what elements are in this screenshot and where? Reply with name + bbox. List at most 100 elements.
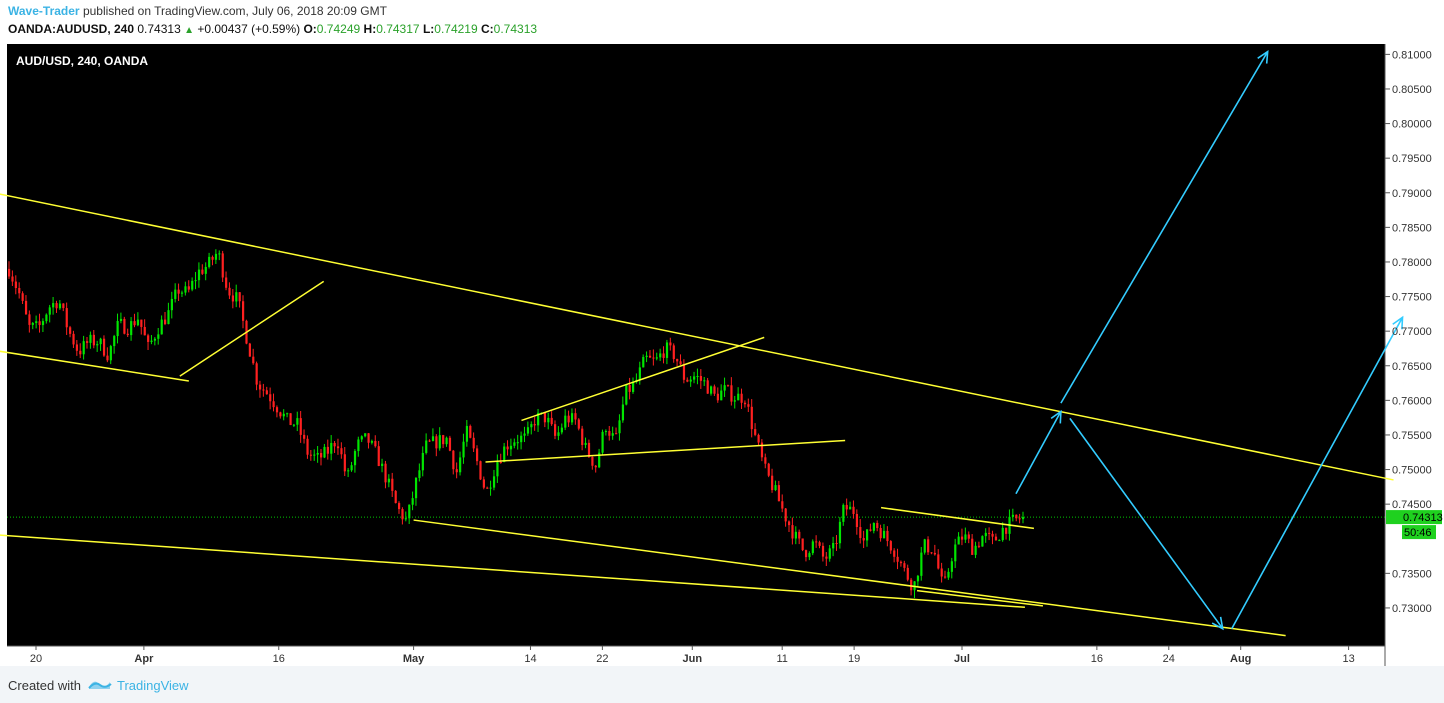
candle-body bbox=[499, 461, 502, 463]
header-bar: Wave-Trader published on TradingView.com… bbox=[0, 0, 1444, 44]
candle-body bbox=[184, 286, 187, 293]
candle-body bbox=[65, 308, 68, 328]
candle-body bbox=[119, 318, 123, 321]
chart-area[interactable]: 0.81000 0.80500 0.80000 0.79500 0.79000 0.785… bbox=[0, 44, 1444, 666]
footer: Created with TradingView bbox=[0, 666, 1444, 703]
candle-body bbox=[411, 498, 414, 505]
symbol-label: OANDA:AUDUSD, 240 bbox=[8, 22, 135, 36]
candle-body bbox=[286, 413, 289, 415]
candle-body bbox=[58, 303, 62, 309]
candle-body bbox=[479, 461, 482, 480]
low-value: 0.74219 bbox=[434, 22, 478, 36]
candle-body bbox=[655, 357, 658, 359]
candle-body bbox=[899, 561, 903, 564]
candle-body bbox=[638, 367, 641, 380]
candle-body bbox=[896, 556, 899, 562]
y-tick-label: 0.77000 bbox=[1392, 326, 1432, 338]
candle-body bbox=[194, 280, 197, 282]
candle-body bbox=[567, 415, 570, 423]
candle-body bbox=[455, 469, 458, 473]
candle-body bbox=[815, 541, 818, 543]
candle-body bbox=[927, 539, 930, 553]
candle-body bbox=[347, 470, 350, 472]
candle-body bbox=[587, 442, 591, 457]
candle-body bbox=[225, 277, 228, 288]
x-tick-label: Jul bbox=[954, 653, 970, 665]
author-link[interactable]: Wave-Trader bbox=[8, 4, 80, 18]
candle-body bbox=[438, 435, 441, 449]
candle-body bbox=[794, 531, 797, 539]
candle-body bbox=[309, 454, 313, 456]
y-tick-label: 0.80000 bbox=[1392, 119, 1432, 131]
candle-body bbox=[869, 529, 872, 531]
candle-body bbox=[906, 567, 909, 580]
candle-body bbox=[659, 353, 662, 358]
candle-body bbox=[289, 413, 292, 426]
last-price-tag-text: 0.74313 bbox=[1403, 512, 1443, 524]
candle-body bbox=[615, 433, 618, 435]
publish-info: Wave-Trader published on TradingView.com… bbox=[8, 4, 387, 18]
x-tick-label: Apr bbox=[134, 653, 154, 665]
candle-body bbox=[86, 341, 89, 343]
price-chart[interactable]: 0.81000 0.80500 0.80000 0.79500 0.79000 0.785… bbox=[0, 44, 1444, 666]
candle-body bbox=[102, 338, 106, 356]
candle-body bbox=[642, 356, 645, 368]
candle-body bbox=[201, 269, 204, 274]
x-tick-label: 19 bbox=[848, 653, 860, 665]
candle-body bbox=[394, 490, 397, 504]
candle-body bbox=[306, 438, 309, 455]
trendline-rising-support-apr bbox=[179, 280, 325, 377]
candle-body bbox=[662, 353, 665, 358]
candle-body bbox=[89, 334, 92, 343]
candle-body bbox=[459, 457, 462, 473]
tradingview-link[interactable]: TradingView bbox=[117, 678, 189, 693]
candle-body bbox=[353, 451, 357, 466]
candle-body bbox=[492, 476, 496, 488]
candle-body bbox=[398, 503, 401, 510]
candle-body bbox=[170, 298, 173, 311]
candle-body bbox=[608, 431, 611, 436]
candle-body bbox=[574, 413, 577, 420]
candle-body bbox=[584, 442, 587, 445]
candle-body bbox=[428, 440, 431, 442]
candle-body bbox=[421, 452, 424, 471]
candle-body bbox=[842, 504, 845, 522]
candle-body bbox=[489, 487, 492, 489]
candle-body bbox=[509, 445, 513, 450]
countdown-tag-text: 50:46 bbox=[1404, 527, 1432, 539]
candle-body bbox=[235, 292, 238, 302]
candle-body bbox=[387, 478, 391, 483]
x-tick-label: Aug bbox=[1230, 653, 1251, 665]
candle-body bbox=[330, 442, 333, 454]
candle-body bbox=[374, 441, 377, 447]
candle-body bbox=[320, 453, 323, 458]
trendline-lower-channel bbox=[0, 534, 1025, 608]
candle-body bbox=[228, 287, 231, 296]
candle-body bbox=[364, 433, 367, 437]
candle-body bbox=[625, 385, 628, 405]
candle-body bbox=[733, 400, 736, 402]
candle-body bbox=[55, 303, 58, 309]
high-label: H: bbox=[363, 22, 377, 36]
candle-body bbox=[69, 327, 72, 334]
candle-body bbox=[462, 441, 465, 458]
publish-text: published on TradingView.com, July 06, 2… bbox=[82, 4, 387, 18]
candle-body bbox=[442, 435, 445, 445]
y-tick-label: 0.79000 bbox=[1392, 188, 1432, 200]
candle-body bbox=[852, 506, 855, 514]
candle-body bbox=[971, 538, 974, 555]
candle-body bbox=[564, 415, 567, 428]
candle-body bbox=[774, 485, 777, 491]
trendline-upper-channel bbox=[0, 193, 1394, 481]
candle-body bbox=[696, 376, 699, 378]
tradingview-logo-icon[interactable] bbox=[88, 677, 112, 696]
candle-body bbox=[282, 413, 285, 417]
candle-body bbox=[269, 394, 272, 402]
candle-body bbox=[1022, 517, 1025, 520]
projection-arrowhead bbox=[1392, 315, 1404, 330]
projection-arrow bbox=[1015, 411, 1062, 495]
y-tick-label: 0.73000 bbox=[1392, 603, 1432, 615]
candle-body bbox=[160, 319, 163, 335]
candle-body bbox=[360, 436, 363, 440]
candle-body bbox=[767, 463, 770, 476]
